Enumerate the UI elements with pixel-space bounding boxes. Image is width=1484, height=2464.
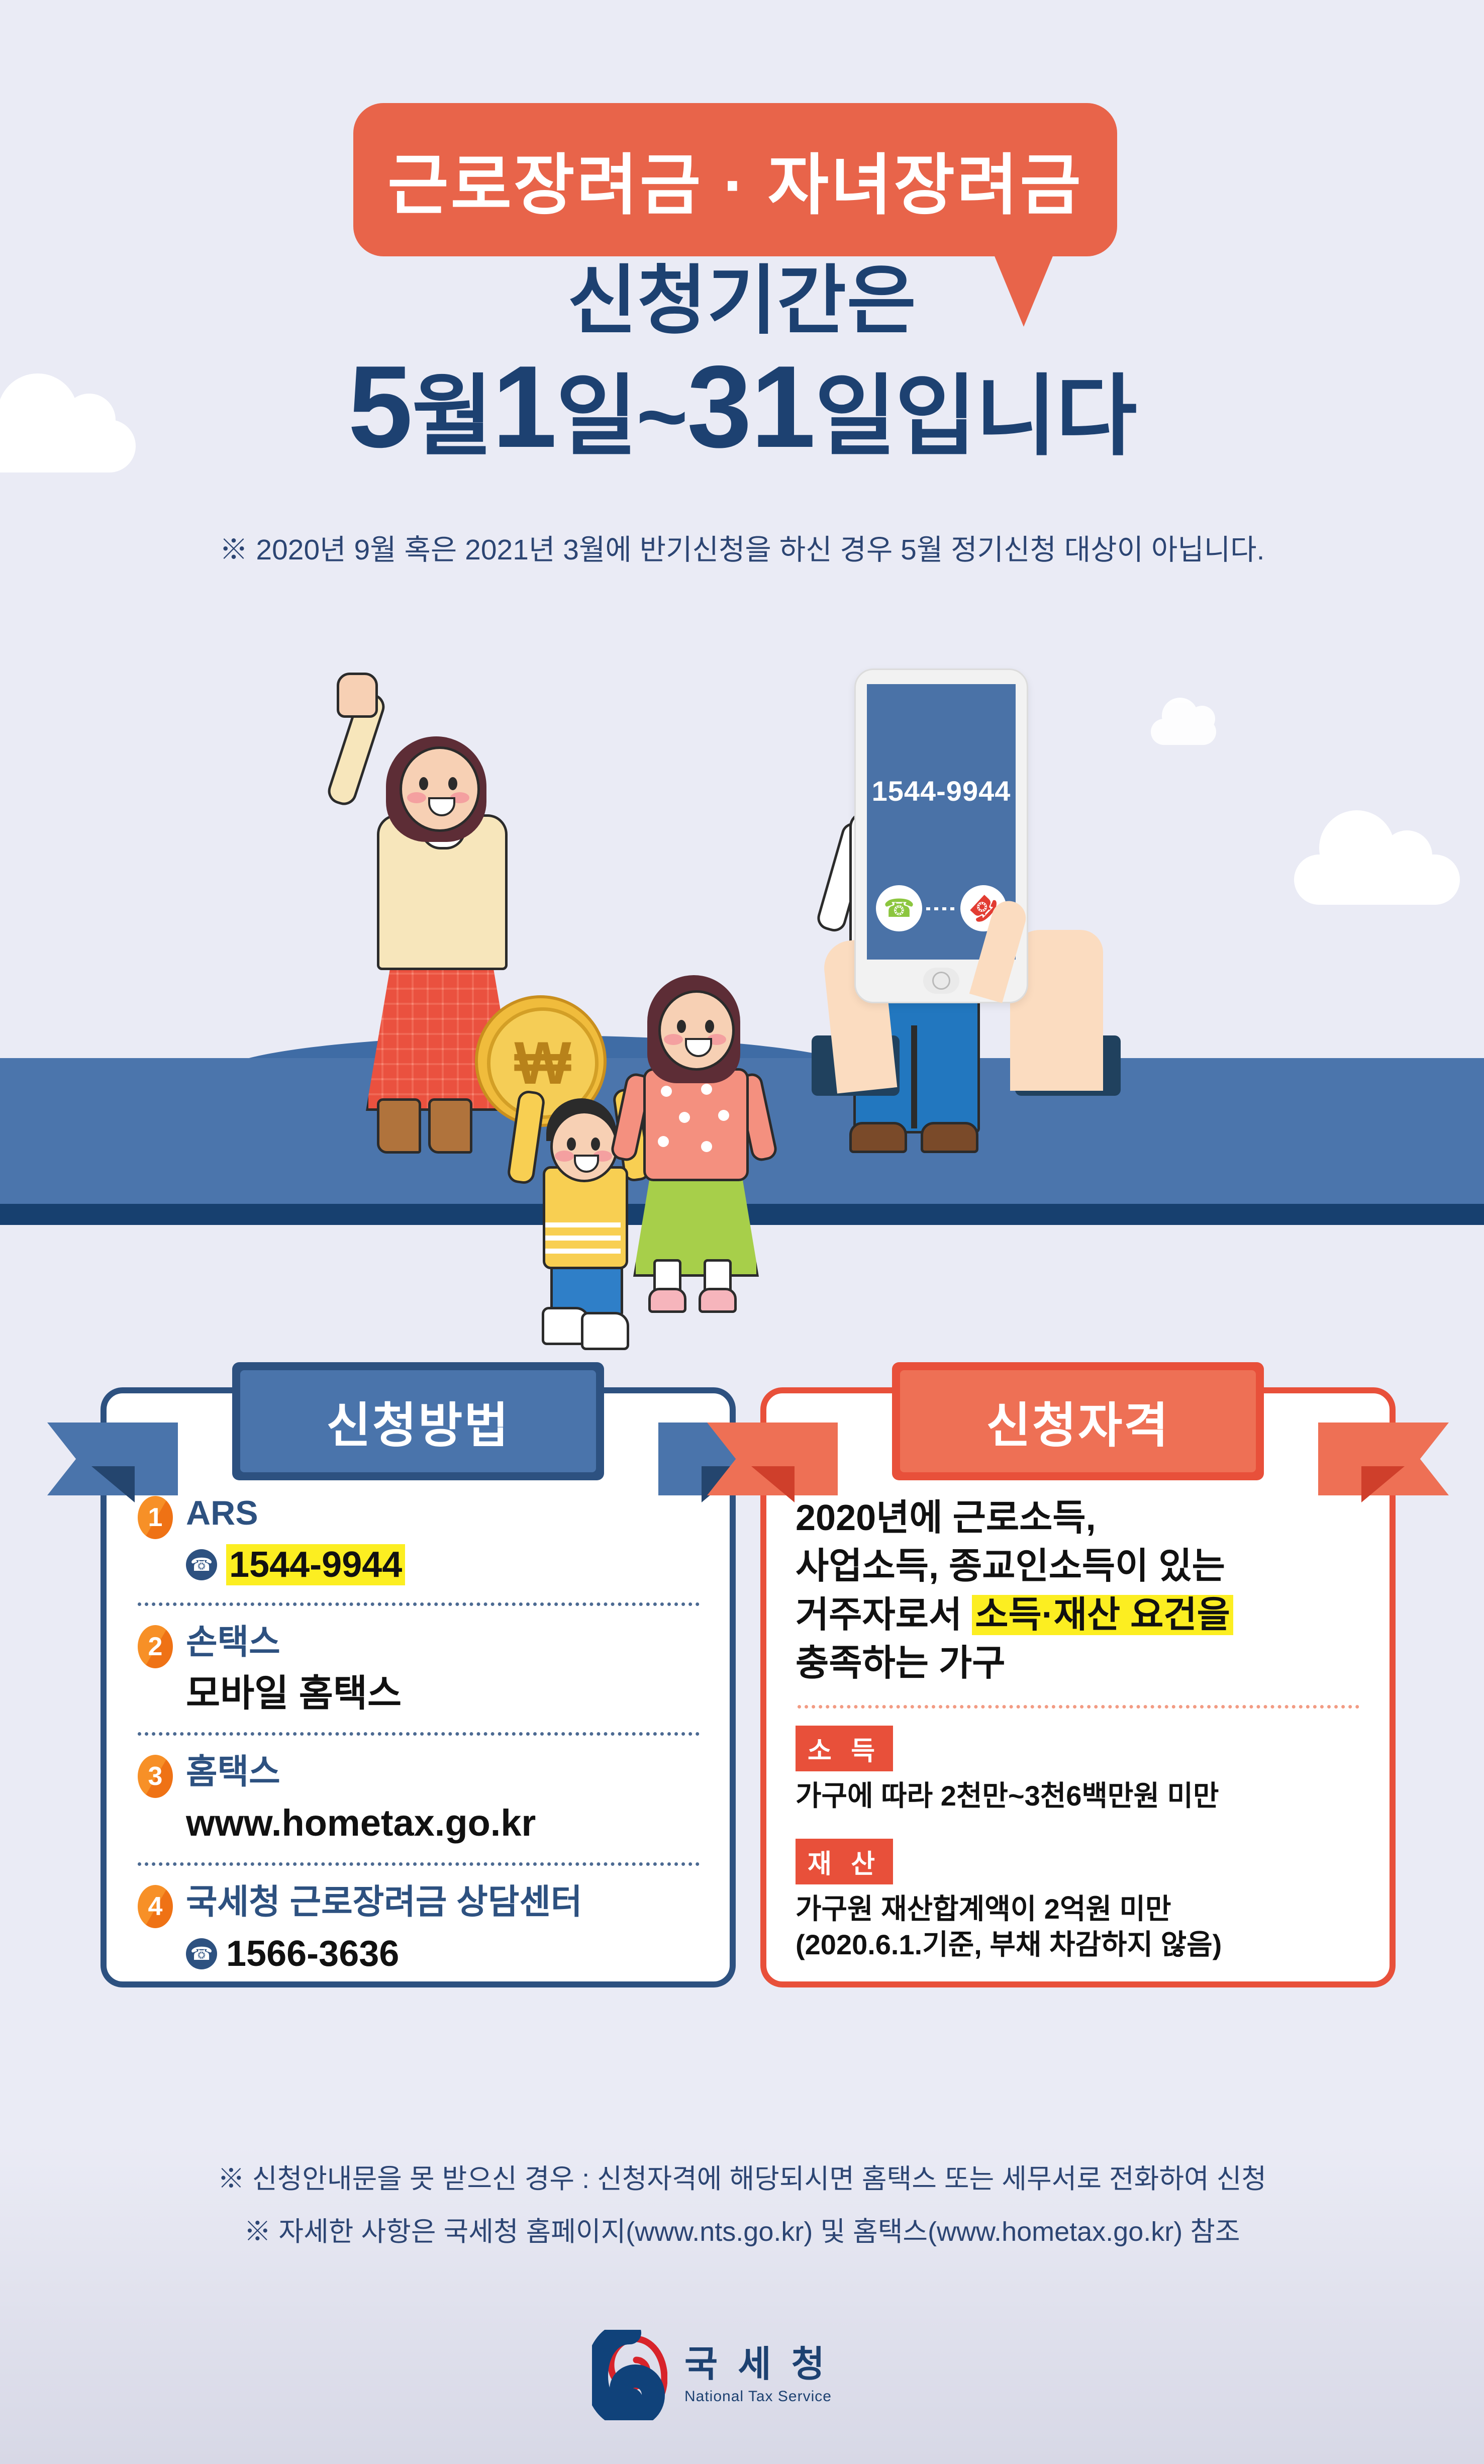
headline-start-day: 1: [492, 341, 557, 472]
headline-month-unit: 월: [412, 367, 493, 466]
ribbon-eligibility: 신청자격: [707, 1362, 1449, 1514]
method-item-2: 2 손택스 모바일 홈택스: [107, 1623, 730, 1715]
method-number-1: 1: [138, 1496, 173, 1539]
top-note: ※ 2020년 9월 혹은 2021년 3월에 반기신청을 하신 경우 5월 정…: [219, 534, 1265, 566]
divider-1: [138, 1602, 700, 1606]
ribbon-banner-left: 신청방법: [232, 1362, 604, 1480]
method-item-1: 1 ARS ☎ 1544-9944: [107, 1494, 730, 1585]
eligibility-line-4: 충족하는 가구: [796, 1643, 1006, 1684]
headline: 신청기간은 5월1일~31일입니다: [0, 261, 1484, 466]
method-tel-4[interactable]: 1566-3636: [226, 1933, 400, 1974]
asset-tag: 재 산: [796, 1839, 894, 1885]
divider-eligibility: [798, 1704, 1359, 1709]
boy-head: [550, 1111, 618, 1182]
method-number-3: 3: [138, 1755, 173, 1798]
cloud-decoration-left: [0, 373, 136, 472]
panel-right-body: 2020년에 근로소득, 사업소득, 종교인소득이 있는 거주자로서 소득·재산…: [766, 1494, 1390, 1963]
call-accept-icon[interactable]: ☎: [876, 885, 922, 931]
ribbon-title-right: 신청자격: [986, 1399, 1170, 1453]
headline-day-tilde: 일~: [556, 367, 688, 466]
eligibility-line-3-highlight: 소득·재산 요건을: [972, 1594, 1233, 1635]
bubble-title-text: 근로장려금 · 자녀장려금: [387, 148, 1083, 222]
mother-head: [400, 746, 480, 832]
income-tag: 소 득: [796, 1725, 894, 1771]
method-tel-line-1: ☎ 1544-9944: [186, 1544, 700, 1585]
ribbon-application-method: 신청방법: [47, 1362, 789, 1514]
girl-head: [658, 990, 735, 1071]
headline-line-2: 5월1일~31일입니다: [0, 347, 1484, 467]
ribbon-banner-right: 신청자격: [892, 1362, 1264, 1480]
eligibility-line-2: 사업소득, 종교인소득이 있는: [796, 1546, 1225, 1587]
smartphone-illustration: 1544-9944 ☎ ☎: [854, 669, 1028, 1003]
method-title-4: 국세청 근로장려금 상담센터: [186, 1882, 582, 1921]
method-sub-3[interactable]: www.hometax.go.kr: [186, 1802, 536, 1844]
family-illustration: ₩: [302, 643, 1025, 1350]
divider-3: [138, 1862, 700, 1866]
method-title-2: 손택스: [186, 1623, 280, 1661]
won-symbol: ₩: [514, 1029, 571, 1097]
eligibility-line-3-prefix: 거주자로서: [796, 1594, 972, 1635]
phone-icon: ☎: [186, 1549, 217, 1580]
headline-day-suffix: 일입니다: [815, 367, 1137, 466]
eligibility-line-3: 거주자로서 소득·재산 요건을: [796, 1591, 1361, 1639]
phone-icon: ☎: [186, 1938, 217, 1969]
method-tel-1[interactable]: 1544-9944: [226, 1544, 406, 1585]
eligibility-description: 2020년에 근로소득, 사업소득, 종교인소득이 있는 거주자로서 소득·재산…: [766, 1494, 1390, 1688]
footnote-2: ※ 자세한 사항은 국세청 홈페이지(www.nts.go.kr) 및 홈택스(…: [244, 2217, 1240, 2247]
call-link-dots: [926, 907, 957, 910]
headline-month-number: 5: [348, 341, 413, 472]
asset-description-line-1: 가구원 재산합계액이 2억원 미만: [796, 1893, 1171, 1925]
cloud-decoration-small: [1151, 698, 1216, 745]
phone-home-button[interactable]: [923, 968, 959, 994]
method-number-4: 4: [138, 1884, 173, 1928]
method-tel-line-4: ☎ 1566-3636: [186, 1933, 700, 1974]
method-item-3: 3 홈택스 www.hometax.go.kr: [107, 1753, 730, 1845]
nts-logo: 국 세 청 National Tax Service: [584, 2321, 894, 2429]
ribbon-tail-left: [47, 1423, 178, 1495]
method-title-1: ARS: [186, 1494, 258, 1532]
ribbon-tail-right: [1318, 1423, 1449, 1495]
taegeuk-logo-icon: [584, 2321, 668, 2429]
footnote-1: ※ 신청안내문을 못 받으신 경우 : 신청자격에 해당되시면 홈택스 또는 세…: [217, 2164, 1267, 2194]
method-number-2: 2: [138, 1625, 173, 1668]
ribbon-title-left: 신청방법: [326, 1399, 510, 1453]
headline-end-day: 31: [686, 341, 816, 472]
panel-eligibility: 2020년에 근로소득, 사업소득, 종교인소득이 있는 거주자로서 소득·재산…: [707, 1362, 1449, 1987]
eligibility-line-1: 2020년에 근로소득,: [796, 1498, 1096, 1538]
method-title-3: 홈택스: [186, 1753, 280, 1791]
call-buttons-row: ☎ ☎: [876, 875, 1017, 941]
method-sub-2: 모바일 홈택스: [186, 1672, 402, 1714]
nts-name-korean: 국 세 청: [684, 2344, 830, 2385]
nts-name-english: National Tax Service: [684, 2388, 832, 2405]
method-item-4: 4 국세청 근로장려금 상담센터 ☎ 1566-3636: [107, 1883, 730, 1974]
income-description: 가구에 따라 2천만~3천6백만원 미만: [796, 1779, 1219, 1812]
asset-description-line-2: (2020.6.1.기준, 부채 차감하지 않음): [796, 1928, 1222, 1960]
phone-screen: 1544-9944 ☎ ☎: [867, 684, 1017, 960]
title-speech-bubble: 근로장려금 · 자녀장려금: [353, 103, 1117, 256]
speech-bubble-tail: [993, 251, 1055, 327]
headline-line-1: 신청기간은: [567, 258, 917, 343]
cloud-decoration-right: [1294, 810, 1460, 905]
panel-left-body: 1 ARS ☎ 1544-9944 2 손택스 모바일 홈택스: [107, 1494, 730, 1974]
panel-application-method: 1 ARS ☎ 1544-9944 2 손택스 모바일 홈택스: [47, 1362, 789, 1987]
divider-2: [138, 1732, 700, 1736]
phone-screen-number: 1544-9944: [871, 775, 1011, 807]
info-panels: 1 ARS ☎ 1544-9944 2 손택스 모바일 홈택스: [0, 1287, 1484, 2141]
